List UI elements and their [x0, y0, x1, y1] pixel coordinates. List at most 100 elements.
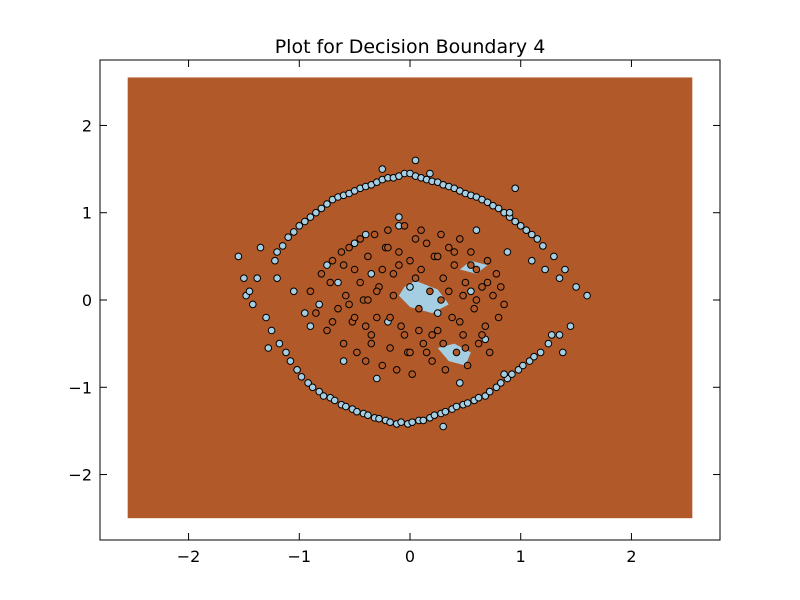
data-point-class-0 [256, 243, 265, 252]
data-point-class-0 [452, 402, 461, 411]
data-point-class-0 [286, 357, 295, 365]
data-point-class-0 [271, 256, 279, 265]
data-point-class-0 [441, 407, 450, 416]
data-point-class-1 [384, 243, 392, 252]
data-point-class-0 [397, 418, 405, 427]
data-point-class-1 [445, 243, 453, 252]
data-point-class-1 [428, 331, 436, 339]
data-point-class-1 [456, 318, 464, 326]
decision-region-layer [127, 77, 693, 519]
data-point-class-0 [275, 339, 284, 348]
data-point-class-0 [566, 322, 575, 331]
data-point-class-0 [467, 287, 475, 296]
data-point-class-0 [555, 274, 564, 283]
data-point-class-0 [528, 230, 536, 239]
data-point-class-1 [417, 226, 425, 234]
data-point-class-1 [500, 300, 508, 309]
data-point-class-1 [389, 291, 398, 300]
data-point-class-1 [470, 304, 479, 313]
data-point-class-1 [353, 348, 361, 357]
data-point-class-0 [511, 217, 520, 226]
data-point-class-1 [397, 322, 405, 331]
data-point-class-1 [411, 235, 420, 243]
data-point-class-1 [342, 291, 350, 300]
data-point-class-1 [441, 366, 450, 374]
data-point-class-0 [561, 265, 569, 274]
data-point-class-1 [417, 265, 425, 274]
data-point-class-0 [533, 235, 542, 243]
data-point-class-0 [550, 252, 558, 261]
scatter-points-layer [234, 156, 591, 431]
data-point-class-0 [547, 331, 556, 339]
data-point-class-1 [467, 261, 475, 269]
data-point-class-1 [408, 370, 417, 379]
data-point-class-1 [450, 261, 459, 269]
data-point-class-1 [367, 339, 376, 348]
data-point-class-1 [392, 366, 401, 374]
data-point-class-0 [439, 422, 448, 431]
data-point-class-0 [583, 291, 591, 300]
data-point-class-1 [463, 361, 472, 370]
data-point-class-0 [317, 204, 326, 213]
data-point-class-1 [386, 344, 394, 352]
data-point-class-0 [319, 392, 328, 400]
data-point-class-1 [437, 230, 445, 239]
data-point-class-0 [375, 414, 383, 423]
data-point-class-0 [273, 274, 281, 283]
data-point-class-0 [350, 239, 359, 248]
data-point-class-0 [312, 208, 320, 217]
data-point-class-1 [494, 313, 503, 322]
data-point-class-1 [323, 326, 331, 335]
data-point-class-0 [536, 348, 545, 357]
data-point-class-0 [485, 387, 494, 396]
data-point-class-0 [514, 366, 523, 374]
data-point-class-1 [400, 331, 409, 339]
data-point-class-0 [295, 222, 304, 230]
data-point-class-0 [419, 416, 428, 425]
data-point-class-1 [356, 278, 365, 287]
data-point-class-0 [539, 242, 547, 250]
data-point-class-0 [240, 274, 248, 283]
data-point-class-0 [559, 348, 567, 357]
data-point-class-0 [284, 233, 293, 241]
data-point-class-1 [389, 270, 398, 278]
data-point-class-0 [411, 156, 420, 165]
x-tick-label: 2 [626, 547, 636, 566]
data-point-class-0 [306, 213, 315, 221]
data-point-class-1 [373, 313, 381, 322]
data-point-class-0 [525, 357, 534, 365]
data-point-class-0 [308, 383, 317, 392]
data-point-class-1 [306, 287, 315, 296]
data-point-class-1 [386, 313, 394, 322]
data-point-class-0 [503, 248, 512, 256]
data-point-class-1 [328, 318, 337, 326]
y-tick-label: −1 [68, 378, 92, 397]
data-point-class-0 [544, 339, 553, 348]
data-point-class-0 [278, 242, 287, 250]
data-point-class-1 [406, 348, 414, 357]
data-point-class-1 [373, 287, 381, 296]
data-point-class-0 [472, 226, 481, 234]
data-point-class-1 [497, 283, 505, 291]
data-point-class-1 [378, 361, 387, 370]
data-point-class-0 [315, 387, 324, 396]
data-point-class-1 [459, 331, 467, 339]
data-point-class-1 [478, 331, 486, 339]
data-point-class-1 [472, 296, 481, 304]
data-point-class-1 [317, 270, 326, 278]
data-point-class-1 [415, 326, 423, 335]
data-point-class-0 [361, 230, 370, 239]
data-point-class-1 [467, 248, 475, 256]
data-point-class-1 [395, 261, 403, 269]
data-point-class-0 [290, 287, 298, 296]
data-point-class-1 [474, 339, 483, 348]
data-point-class-0 [541, 265, 549, 274]
x-tick-label: 0 [405, 547, 415, 566]
data-point-class-0 [463, 399, 472, 407]
data-point-class-0 [367, 270, 376, 278]
data-point-class-1 [361, 357, 370, 365]
data-point-class-1 [328, 256, 337, 265]
data-point-class-0 [249, 300, 257, 309]
data-point-class-1 [364, 296, 372, 304]
data-point-class-0 [433, 309, 442, 317]
